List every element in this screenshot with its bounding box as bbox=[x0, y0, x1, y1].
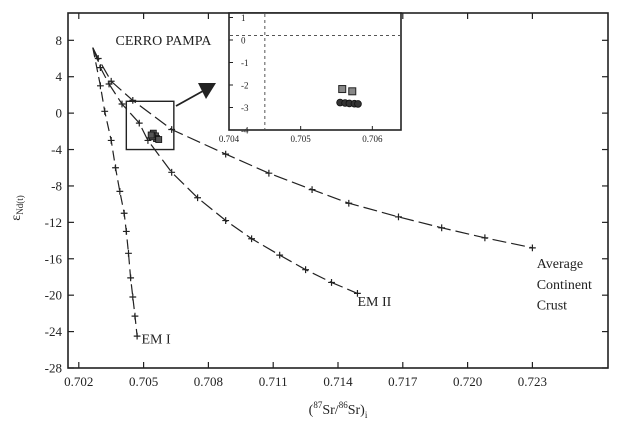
x-tick-label: 0.720 bbox=[453, 374, 482, 389]
x-tick-label: 0.714 bbox=[323, 374, 353, 389]
y-axis-label: εNd(t) bbox=[9, 195, 25, 220]
y-tick-label: -24 bbox=[45, 324, 63, 339]
inset-circle-point bbox=[354, 100, 362, 108]
series-em-ii-marker bbox=[328, 279, 335, 286]
series-em-i-marker bbox=[133, 332, 141, 340]
series-em-ii-marker bbox=[105, 80, 113, 88]
inset-frame bbox=[228, 12, 402, 131]
main-ticks: 0.702 0.705 0.708 0.711 0.714 0.717 0.720 0.723… bbox=[45, 13, 608, 389]
series-em-i-marker bbox=[131, 312, 139, 320]
inset-x-tick-label: 0.706 bbox=[362, 134, 383, 144]
series-average-continent-crust-marker bbox=[395, 213, 402, 221]
cerro-pampa-sample bbox=[155, 136, 163, 143]
series-em-i-marker bbox=[122, 228, 130, 235]
y-tick-label: 4 bbox=[56, 69, 63, 84]
y-tick-label: 0 bbox=[56, 106, 63, 121]
inset-y-tick-label: -2 bbox=[241, 81, 249, 91]
annotation-label: Crust bbox=[537, 299, 567, 314]
series-em-ii-marker bbox=[168, 168, 176, 176]
zoom-arrow bbox=[175, 83, 216, 107]
series-average-continent-crust-marker bbox=[222, 150, 230, 158]
series-em-ii-marker bbox=[194, 194, 201, 202]
series-em-ii-marker bbox=[248, 235, 255, 243]
inset-y-tick-label: -1 bbox=[241, 58, 249, 68]
x-tick-label: 0.708 bbox=[194, 374, 223, 389]
main-plot: 0.702 0.705 0.708 0.711 0.714 0.717 0.720 0.723… bbox=[9, 12, 609, 420]
annotation-label: CERRO PAMPA bbox=[116, 34, 213, 49]
series-average-continent-crust-marker bbox=[308, 186, 316, 193]
cerro-pampa-sample bbox=[147, 131, 155, 139]
inset-x-tick-label: 0.705 bbox=[291, 134, 312, 144]
inset-reference-lines bbox=[230, 14, 400, 129]
inset-ticks: 0.704 0.705 0.706 1 0 -1 -2 -3 -4 bbox=[219, 13, 383, 144]
inset-y-tick-label: 0 bbox=[241, 36, 246, 46]
main-series bbox=[92, 47, 536, 340]
y-tick-label: -12 bbox=[45, 215, 62, 230]
inset-y-tick-label: -3 bbox=[241, 103, 249, 113]
x-tick-label: 0.702 bbox=[64, 374, 93, 389]
y-tick-label: -8 bbox=[51, 178, 62, 193]
x-axis-label: (87Sr/86Sr)i bbox=[309, 400, 368, 420]
series-average-continent-crust-marker bbox=[529, 244, 536, 252]
x-tick-label: 0.711 bbox=[259, 374, 288, 389]
series-em-i-marker bbox=[101, 107, 109, 115]
series-average-continent-crust-marker bbox=[438, 224, 446, 232]
series-em-ii-marker bbox=[135, 119, 143, 127]
series-em-i-marker bbox=[125, 249, 132, 257]
series-average-continent-crust-marker bbox=[345, 199, 353, 207]
inset-square-point bbox=[348, 87, 357, 96]
series-em-i-marker bbox=[127, 274, 135, 282]
y-tick-label: -28 bbox=[45, 361, 62, 376]
series-em-i-marker bbox=[129, 293, 137, 301]
series-em-ii-marker bbox=[97, 64, 104, 72]
annotation-label: Average bbox=[537, 257, 583, 272]
series-em-i-marker bbox=[116, 188, 124, 195]
annotation-label: Continent bbox=[537, 278, 592, 293]
series-em-i-line bbox=[92, 47, 138, 337]
series-em-i-marker bbox=[120, 209, 128, 217]
series-em-i-marker bbox=[97, 82, 104, 90]
inset-plot: 0.704 0.705 0.706 1 0 -1 -2 -3 -4 bbox=[219, 12, 402, 144]
series-em-i-marker bbox=[112, 164, 119, 172]
y-tick-label: -16 bbox=[45, 251, 63, 266]
inset-square-point bbox=[338, 85, 347, 94]
series-em-i-marker bbox=[107, 137, 115, 144]
series-em-ii-marker bbox=[222, 217, 230, 224]
annotation-label: EM II bbox=[357, 295, 391, 310]
series-average-continent-crust-marker bbox=[129, 96, 137, 104]
x-tick-label: 0.717 bbox=[388, 374, 418, 389]
main-annotations: CERRO PAMPA EM I EM II Average Continent Crus… bbox=[116, 34, 593, 348]
series-em-ii-marker bbox=[118, 100, 126, 108]
series-em-ii-marker bbox=[302, 266, 309, 274]
series-average-continent-crust-marker bbox=[94, 55, 102, 62]
series-em-ii-line bbox=[92, 47, 358, 294]
x-tick-label: 0.723 bbox=[518, 374, 547, 389]
zoom-box bbox=[125, 100, 175, 151]
series-em-ii-marker bbox=[276, 251, 284, 259]
series-average-continent-crust-marker bbox=[265, 169, 273, 177]
x-tick-label: 0.705 bbox=[129, 374, 158, 389]
y-tick-label: 8 bbox=[56, 33, 63, 48]
annotation-label: EM I bbox=[141, 332, 171, 347]
inset-y-tick-label: -4 bbox=[241, 126, 249, 136]
inset-x-tick-label: 0.704 bbox=[219, 134, 240, 144]
inset-points bbox=[336, 85, 362, 108]
inset-y-tick-label: 1 bbox=[241, 13, 246, 23]
series-em-ii-marker bbox=[354, 289, 361, 297]
main-samples bbox=[147, 129, 163, 143]
y-tick-label: -20 bbox=[45, 288, 62, 303]
series-average-continent-crust-marker bbox=[481, 234, 489, 242]
y-tick-label: -4 bbox=[51, 142, 62, 157]
